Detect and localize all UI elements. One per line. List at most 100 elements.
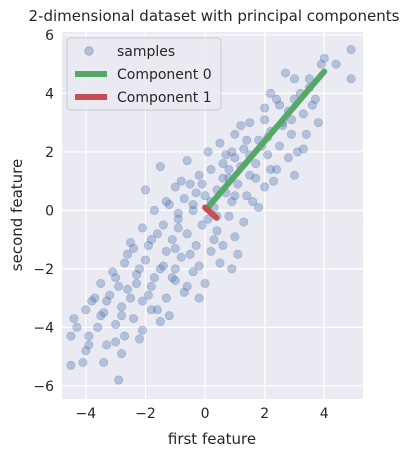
sample-point [114,281,124,291]
sample-point [319,53,329,63]
sample-point [69,314,79,324]
sample-point [212,226,222,236]
sample-point [167,235,177,245]
sample-point [242,135,252,145]
sample-point [304,74,314,84]
sample-point [105,290,115,300]
sample-point [254,202,264,212]
sample-point [218,159,228,169]
sample-point [245,118,255,128]
y-tick-label: 6 [45,28,54,44]
sample-point [143,290,153,300]
sample-point [248,197,258,207]
sample-point [126,238,136,248]
sample-point [137,325,147,335]
sample-point [286,115,296,125]
sample-point [185,249,195,259]
sample-point [173,208,183,218]
component-1-line [202,204,220,221]
sample-point [227,197,237,207]
sample-point [215,258,225,268]
sample-point [99,357,109,367]
sample-point [170,243,180,253]
sample-point [275,100,285,110]
sample-point [179,287,189,297]
component-0-line [203,68,328,212]
sample-point [102,340,112,350]
sample-point [188,200,198,210]
sample-point [275,141,285,151]
sample-point [260,103,270,113]
sample-point [129,314,139,324]
y-axis-label: second feature [8,159,26,271]
sample-point [307,100,317,110]
sample-point [194,261,204,271]
sample-point [66,331,76,341]
sample-point [191,240,201,250]
sample-point [146,235,156,245]
sample-point [289,74,299,84]
sample-point [155,264,165,274]
sample-point [218,240,228,250]
sample-point [263,150,273,160]
x-tick-label: 2 [260,406,269,422]
sample-point [155,317,165,327]
sample-point [188,205,198,215]
sample-point [200,278,210,288]
sample-point [96,311,106,321]
sample-point [120,331,130,341]
sample-point [126,293,136,303]
sample-point [108,267,118,277]
sample-point [176,252,186,262]
sample-point [251,159,261,169]
sample-point [260,182,270,192]
sample-point [239,217,249,227]
scatter-points [66,45,356,385]
sample-point [230,191,240,201]
sample-point [266,88,276,98]
sample-point [206,246,216,256]
y-tick-label: 0 [45,203,54,219]
x-tick-label: 4 [320,406,329,422]
sample-point [245,170,255,180]
sample-point [134,334,144,344]
sample-point [281,68,291,78]
sample-point [197,179,207,189]
sample-point [203,147,213,157]
x-tick-label: −4 [76,406,97,422]
sample-point [194,293,204,303]
chart-title: 2-dimensional dataset with principal com… [29,7,400,25]
sample-point [170,182,180,192]
sample-point [233,179,243,189]
sample-point [221,150,231,160]
sample-point [123,284,133,294]
sample-point [230,232,240,242]
y-tick-label: 4 [45,86,54,102]
sample-point [96,278,106,288]
sample-point [111,337,121,347]
sample-point [161,197,171,207]
sample-point [269,176,279,186]
sample-point [117,311,127,321]
sample-point [170,276,180,286]
sample-point [93,322,103,332]
sample-point [132,270,142,280]
sample-point [286,129,296,139]
sample-point [117,302,127,312]
sample-point [146,281,156,291]
sample-point [84,331,94,341]
sample-point [111,319,121,329]
sample-point [227,147,237,157]
sample-point [146,305,156,315]
y-tick-label: −6 [33,379,54,395]
x-axis-label: first feature [168,430,256,448]
sample-point [143,240,153,250]
sample-point [72,322,82,332]
sample-point [164,311,174,321]
sample-point [310,94,320,104]
sample-point [218,173,228,183]
sample-point [134,264,144,274]
sample-point [149,273,159,283]
sample-point [182,281,192,291]
sample-point [233,249,243,259]
